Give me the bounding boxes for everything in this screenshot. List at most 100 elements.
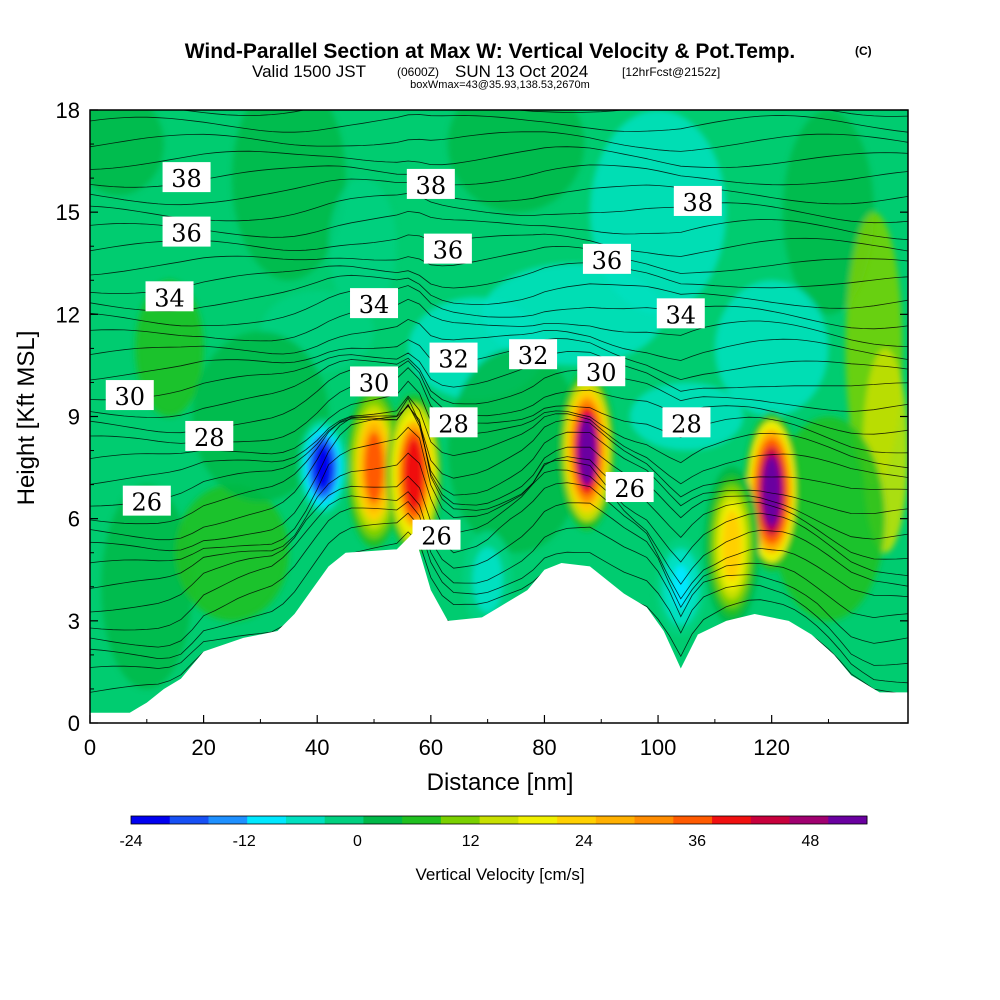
theta-contour-line-33: [180, 110, 908, 117]
theta-label-box: [429, 407, 478, 438]
theta-label-text: 28: [438, 410, 469, 438]
valid-date: SUN 13 Oct 2024: [455, 62, 588, 81]
updraft-core-3-ring-5: [762, 456, 782, 527]
theta-contour-line-13: [90, 380, 908, 469]
theta-contour-line-26: [90, 210, 908, 241]
field-band-11: [101, 484, 193, 689]
theta-label-text: 32: [518, 342, 549, 370]
theta-label-26: 26: [605, 472, 654, 503]
downdraft-core-2-ring-5: [672, 564, 690, 609]
theta-label-box: [662, 407, 711, 438]
theta-contour-line-29: [90, 164, 908, 188]
theta-contour-line-23: [90, 262, 908, 294]
theta-label-text: 28: [194, 424, 225, 452]
colorbar-swatch: [750, 816, 791, 824]
updraft-core-4-ring-5: [722, 510, 742, 582]
theta-contour-line-10: [90, 403, 908, 525]
theta-contour-line-28: [90, 178, 908, 206]
theta-label-34: 34: [145, 281, 194, 312]
theta-label-box: [350, 288, 399, 319]
colorbar-swatch: [634, 816, 674, 824]
theta-label-text: 26: [132, 489, 163, 517]
field-band-13: [714, 280, 829, 417]
theta-contour-line-2: [90, 512, 908, 666]
colorbar-swatch: [169, 816, 209, 824]
theta-contour-line-25: [90, 233, 908, 257]
theta-contour-line-16: [90, 357, 908, 418]
colorbar-frame: [130, 815, 868, 825]
theta-label-34: 34: [656, 298, 705, 329]
field-band-0: [90, 110, 164, 196]
x-axis: 0 20 40 60 80 100 120: [84, 715, 829, 760]
colorbar-swatch: [363, 816, 403, 824]
x-axis-label: Distance [nm]: [427, 769, 574, 796]
updraft-core-0-ring-5: [364, 432, 384, 504]
contour-labels: 38 38 38 36 36 36 34 34 34 32 32 30 30 30 28 28 28 26 26 26: [105, 162, 722, 551]
colorbar: -24 -12 0 12 24 36 48: [119, 815, 868, 850]
theta-label-32: 32: [429, 342, 478, 374]
theta-label-box: [605, 472, 654, 503]
theta-contour-line-20: [90, 298, 908, 347]
downdraft-core-0-ring-5: [314, 445, 332, 490]
theta-label-text: 26: [421, 523, 452, 551]
theta-label-30: 30: [350, 366, 399, 397]
colorbar-tick-label: 48: [801, 833, 819, 850]
theta-label-38: 38: [162, 162, 211, 193]
valid-utc: (0600Z): [397, 65, 439, 79]
colorbar-swatch: [324, 816, 364, 824]
theta-label-text: 34: [359, 291, 390, 319]
x-tick-label: 120: [753, 735, 790, 760]
colorbar-swatch: [518, 816, 558, 824]
theta-label-text: 28: [671, 410, 702, 438]
theta-label-text: 34: [666, 301, 697, 329]
theta-label-box: [145, 281, 194, 312]
colorbar-tick-label: 0: [353, 833, 362, 850]
colorbar-tick-label: 36: [688, 833, 706, 850]
chart-title: Wind-Parallel Section at Max W: Vertical…: [185, 40, 796, 63]
plot-area: 38 38 38 36 36 36 34 34 34 32 32 30 30 30 28 28 28 26 26 26: [90, 110, 908, 723]
y-tick-label: 18: [56, 98, 80, 123]
field-band-16: [192, 331, 329, 502]
theta-label-box: [412, 519, 461, 550]
theta-contour-line-8: [90, 405, 908, 560]
theta-contour-line-22: [90, 274, 908, 312]
theta-label-box: [105, 380, 154, 411]
x-tick-label: 80: [532, 735, 556, 760]
field-band-4: [783, 110, 874, 315]
colorbar-swatch: [712, 816, 752, 824]
theta-label-text: 38: [683, 189, 714, 217]
theta-contour-line-30: [90, 146, 908, 170]
theta-contour-line-32: [90, 114, 908, 133]
theta-contour-line-31: [90, 131, 908, 152]
theta-label-text: 38: [171, 165, 202, 193]
theta-contour-line-9: [90, 397, 908, 541]
field-band-2: [447, 110, 585, 213]
theta-label-box: [185, 420, 234, 451]
theta-contour-line-11: [90, 404, 908, 507]
theta-contour-line-4: [90, 491, 908, 631]
theta-label-box: [509, 339, 558, 370]
theta-label-box: [673, 185, 722, 216]
y-tick-label: 12: [56, 302, 80, 327]
theta-label-text: 30: [114, 383, 145, 411]
theta-contour-line-17: [90, 351, 908, 401]
theta-label-30: 30: [105, 380, 154, 411]
theta-label-box: [122, 485, 171, 516]
colorbar-swatch: [673, 816, 713, 824]
theta-label-30: 30: [577, 356, 626, 387]
theta-label-box: [656, 298, 705, 329]
field-band-17: [447, 348, 585, 553]
colorbar-swatch: [828, 816, 868, 824]
colorbar-swatch: [402, 816, 442, 824]
theta-label-28: 28: [662, 407, 711, 438]
colorbar-tick-label: -24: [119, 833, 142, 850]
theta-label-34: 34: [350, 288, 399, 319]
theta-label-box: [429, 342, 478, 373]
theta-contour-line-21: [90, 285, 908, 330]
theta-contour-line-27: [90, 192, 908, 224]
theta-label-box: [406, 168, 455, 199]
potential-temperature-contours: [90, 110, 908, 696]
y-tick-label: 6: [68, 507, 80, 532]
